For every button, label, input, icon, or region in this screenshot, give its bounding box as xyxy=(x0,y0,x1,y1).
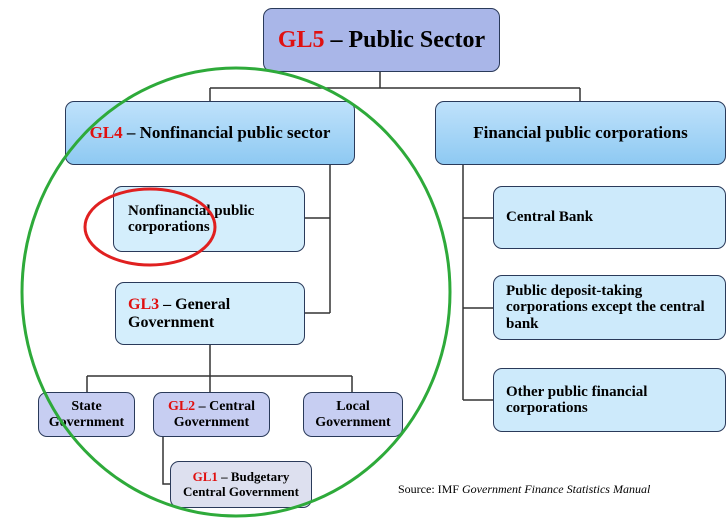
node-gl5: GL5 – Public Sector xyxy=(263,8,500,72)
node-central-bank: Central Bank xyxy=(493,186,726,249)
text: GL5 xyxy=(277,26,325,53)
connector xyxy=(462,165,493,401)
node-other-fin: Other public financial corporations xyxy=(493,368,726,432)
text: Financial public corporations xyxy=(473,122,688,142)
text: – Nonfinancial public sector xyxy=(126,122,331,142)
text: State Government xyxy=(48,399,125,430)
node-gl2: GL2 – Central Government xyxy=(153,392,270,437)
source: Source: IMF Government Finance Statistic… xyxy=(398,482,650,497)
text: Central Bank xyxy=(506,209,594,226)
text: Source: IMF xyxy=(398,482,459,496)
text: GL2 xyxy=(167,399,196,415)
text: GL3 xyxy=(128,295,160,313)
node-deposit: Public deposit-taking corporations excep… xyxy=(493,275,726,340)
node-gl3: GL3 – General Government xyxy=(115,282,305,345)
text: GL4 xyxy=(89,122,123,142)
node-local: Local Government xyxy=(303,392,403,437)
text: Nonfinancial public corporations xyxy=(128,202,255,236)
node-state: State Government xyxy=(38,392,135,437)
text: GL1 xyxy=(192,469,218,485)
text: Other public financial corporations xyxy=(506,383,648,417)
text: Government Finance Statistics Manual xyxy=(462,482,651,496)
node-gl4: GL4 – Nonfinancial public sector xyxy=(65,101,355,165)
connector xyxy=(162,437,170,485)
text: Local Government xyxy=(315,399,391,430)
node-nonfin-corp: Nonfinancial public corporations xyxy=(113,186,305,252)
connector xyxy=(209,72,581,101)
connector xyxy=(86,345,353,392)
text: – Public Sector xyxy=(330,26,486,53)
connector xyxy=(305,165,331,314)
node-gl1: GL1 – Budgetary Central Government xyxy=(170,461,312,508)
text: Public deposit-taking corporations excep… xyxy=(506,282,705,332)
node-financial: Financial public corporations xyxy=(435,101,726,165)
